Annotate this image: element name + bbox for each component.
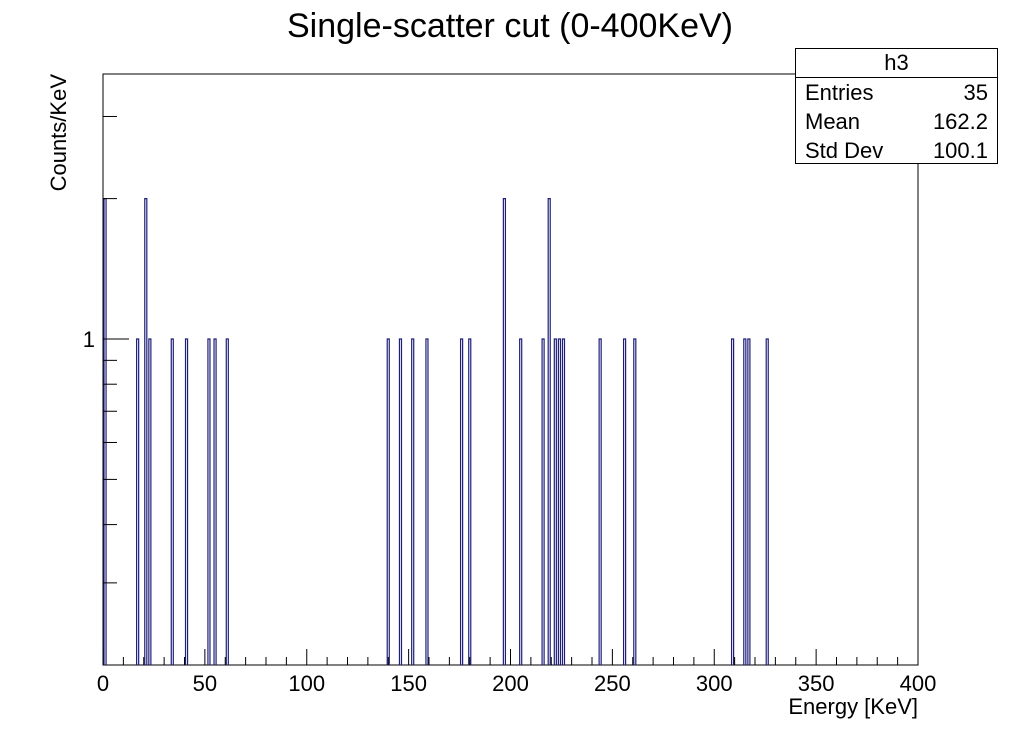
stats-box: h3 Entries 35 Mean 162.2 Std Dev 100.1 — [795, 48, 998, 164]
histogram-bar — [633, 338, 637, 665]
stats-row-entries: Entries 35 — [796, 78, 997, 107]
x-axis-label: Energy [KeV] — [788, 694, 918, 719]
x-axis-ticks: 0 50 100 150 200 250 300 350 400 — [97, 649, 936, 696]
histogram-bar — [213, 338, 217, 665]
x-tick-label: 200 — [492, 671, 529, 696]
x-tick-label: 50 — [193, 671, 217, 696]
histogram-bar — [541, 338, 545, 665]
histogram-bar — [103, 198, 107, 665]
stats-row-mean: Mean 162.2 — [796, 107, 997, 136]
histogram-bar — [170, 338, 174, 665]
histogram-bar — [598, 338, 602, 665]
histogram-bar — [459, 338, 464, 665]
chart-title: Single-scatter cut (0-400KeV) — [287, 7, 733, 45]
histogram-bar — [743, 338, 747, 665]
histogram-bar — [136, 338, 140, 665]
stats-row-stddev: Std Dev 100.1 — [796, 136, 997, 165]
histogram-bar — [207, 338, 211, 665]
stats-mean-label: Mean — [805, 109, 861, 134]
stats-entries-label: Entries — [805, 80, 874, 105]
x-tick-label: 350 — [798, 671, 835, 696]
stats-entries-value: 35 — [963, 80, 988, 105]
histogram-bar — [547, 198, 551, 665]
histogram-bar — [425, 338, 429, 665]
histogram-bar — [730, 338, 735, 665]
histogram-bar — [747, 338, 751, 665]
x-tick-label: 0 — [97, 671, 109, 696]
histogram-bar — [148, 338, 152, 665]
stats-stddev-label: Std Dev — [805, 138, 884, 163]
x-tick-label: 250 — [594, 671, 631, 696]
histogram-bar — [386, 338, 390, 665]
histogram-bars — [103, 198, 769, 665]
histogram-bar — [553, 338, 557, 665]
histogram-bar — [225, 338, 229, 665]
x-tick-label: 300 — [696, 671, 733, 696]
x-tick-label: 100 — [288, 671, 325, 696]
histogram-bar — [144, 198, 148, 665]
histogram-bar — [468, 338, 472, 665]
histogram-bar — [398, 338, 403, 665]
histogram-bar — [561, 338, 566, 665]
histogram-bar — [411, 338, 415, 665]
stats-mean-value: 162.2 — [932, 109, 988, 134]
y-tick-label: 1 — [83, 327, 95, 352]
histogram-bar — [184, 338, 189, 665]
histogram-bar — [557, 338, 562, 665]
stats-histogram-name: h3 — [796, 49, 997, 78]
histogram-bar — [765, 338, 769, 665]
histogram-bar — [622, 338, 627, 665]
x-tick-label: 400 — [900, 671, 937, 696]
y-axis-label: Counts/KeV — [46, 74, 71, 192]
stats-stddev-value: 100.1 — [932, 138, 988, 163]
x-tick-label: 150 — [390, 671, 427, 696]
histogram-bar — [519, 338, 523, 665]
histogram-bar — [502, 198, 507, 665]
y-axis-ticks: 1 — [83, 115, 129, 584]
